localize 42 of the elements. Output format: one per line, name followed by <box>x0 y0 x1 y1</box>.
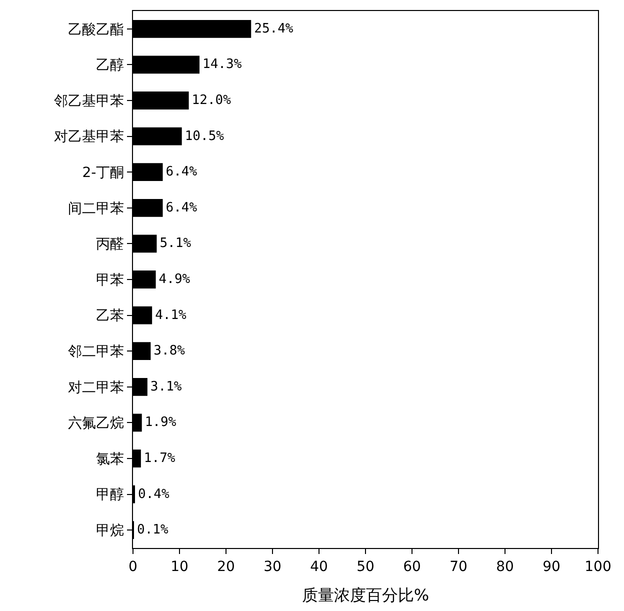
data-label: 3.1% <box>150 379 182 394</box>
data-label: 0.1% <box>137 522 168 538</box>
data-label: 1.9% <box>144 415 176 430</box>
y-tick-label: 邻二甲苯 <box>68 344 124 360</box>
data-label: 12.0% <box>192 93 232 108</box>
data-label: 0.4% <box>138 486 170 502</box>
y-tick-label: 甲苯 <box>96 272 124 288</box>
y-tick-label: 乙苯 <box>96 308 124 324</box>
data-label: 6.4% <box>166 164 198 180</box>
x-tick-label: 80 <box>496 558 514 575</box>
y-tick-label: 氯苯 <box>96 451 124 468</box>
x-tick-label: 0 <box>128 558 138 575</box>
data-label: 1.7% <box>144 451 176 466</box>
data-label: 14.3% <box>202 57 242 72</box>
data-label: 10.5% <box>184 128 224 144</box>
y-tick-label: 乙醇 <box>96 58 124 74</box>
x-tick-label: 30 <box>264 558 282 575</box>
y-tick-label: 甲醇 <box>96 487 124 504</box>
x-tick-label: 10 <box>170 558 188 575</box>
y-tick-label: 邻乙基甲苯 <box>54 93 124 110</box>
x-tick-label: 20 <box>217 558 235 575</box>
y-tick-label: 甲烷 <box>96 523 124 539</box>
data-label: 6.4% <box>166 200 198 216</box>
x-tick-label: 40 <box>310 558 328 575</box>
x-tick-label: 90 <box>542 558 560 575</box>
y-tick-label: 丙醛 <box>96 236 124 253</box>
data-label: 3.8% <box>154 344 186 359</box>
data-label: 4.9% <box>158 272 190 287</box>
data-label: 4.1% <box>155 308 187 323</box>
x-tick-label: 60 <box>403 558 421 575</box>
y-tick-label: 2-丁酮 <box>82 165 124 181</box>
y-tick-label: 对乙基甲苯 <box>54 129 124 146</box>
x-tick-label: 100 <box>584 558 612 575</box>
x-tick-label: 70 <box>450 558 468 575</box>
data-label: 25.4% <box>254 21 294 36</box>
x-axis-title: 质量浓度百分比% <box>302 586 430 604</box>
y-tick-label: 间二甲苯 <box>68 200 124 217</box>
data-label: 5.1% <box>160 236 192 252</box>
y-tick-label: 乙酸乙酯 <box>68 22 124 38</box>
y-tick-label: 对二甲苯 <box>68 380 124 396</box>
y-tick-label: 六氟乙烷 <box>68 416 124 432</box>
x-tick-label: 50 <box>356 558 374 575</box>
